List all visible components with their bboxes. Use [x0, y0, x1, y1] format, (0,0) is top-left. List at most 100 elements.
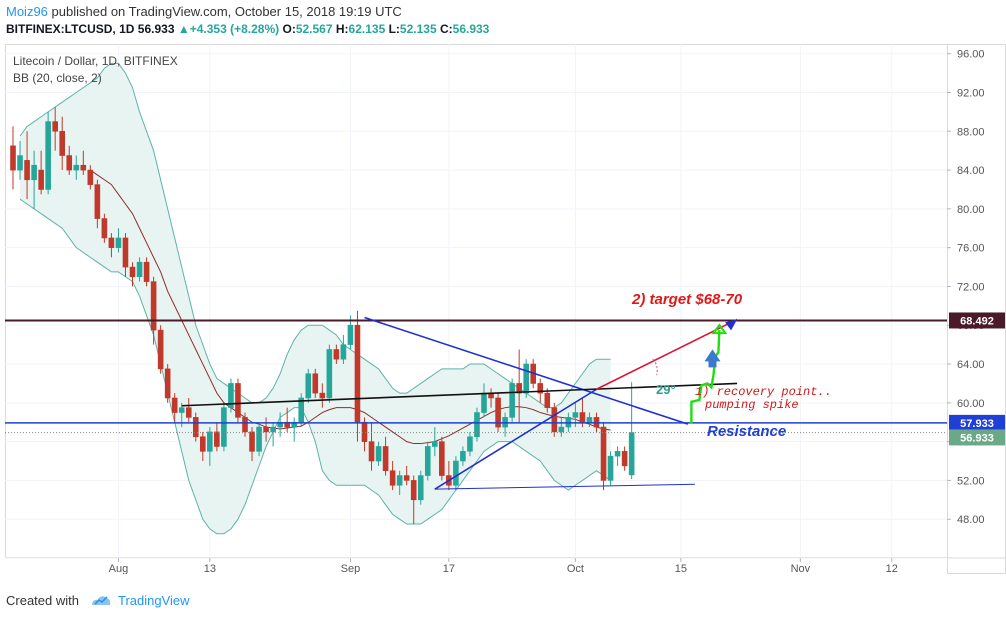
- candle-body[interactable]: [256, 426, 262, 452]
- candle-body[interactable]: [305, 373, 312, 399]
- triangle-bottom-trendline[interactable]: [434, 483, 695, 490]
- candle-body[interactable]: [417, 475, 424, 501]
- candle-body[interactable]: [460, 451, 466, 462]
- candle-body[interactable]: [150, 281, 157, 331]
- candle-body[interactable]: [221, 407, 227, 447]
- drawings[interactable]: [5, 316, 947, 490]
- candle-body[interactable]: [192, 417, 199, 438]
- candle-body[interactable]: [319, 392, 326, 399]
- candle-body[interactable]: [59, 130, 66, 156]
- candle-body[interactable]: [389, 470, 396, 486]
- candle-body[interactable]: [200, 436, 206, 452]
- candle-body[interactable]: [516, 383, 522, 394]
- candle-body[interactable]: [368, 441, 375, 462]
- black-trendline[interactable]: [181, 382, 738, 407]
- candle-body[interactable]: [157, 329, 164, 370]
- low-value: 52.135: [399, 22, 437, 36]
- candle-body[interactable]: [164, 368, 171, 399]
- candle-body[interactable]: [523, 363, 529, 394]
- price-axis[interactable]: 48.0052.0056.0060.0064.0068.0072.0076.00…: [947, 49, 985, 527]
- recovery-path-line[interactable]: [690, 330, 721, 424]
- candle-body[interactable]: [108, 237, 115, 248]
- candle-body[interactable]: [249, 431, 255, 452]
- candle-body[interactable]: [439, 441, 445, 476]
- candle-body[interactable]: [474, 412, 480, 438]
- candle-body[interactable]: [270, 426, 276, 433]
- candle-body[interactable]: [94, 184, 101, 219]
- chart-area[interactable]: 48.0052.0056.0060.0064.0068.0072.0076.00…: [5, 44, 1006, 574]
- candle-body[interactable]: [375, 446, 382, 462]
- candle-body[interactable]: [614, 451, 621, 457]
- candle-body[interactable]: [129, 266, 136, 278]
- candle-body[interactable]: [431, 441, 438, 447]
- candle-body[interactable]: [45, 121, 51, 190]
- candle-body[interactable]: [396, 475, 403, 486]
- candle-body[interactable]: [347, 324, 354, 345]
- candle-body[interactable]: [171, 397, 178, 413]
- candle-body[interactable]: [24, 160, 30, 181]
- candle-body[interactable]: [551, 407, 558, 433]
- candle-body[interactable]: [31, 164, 37, 181]
- price-tick-label: 80.00: [957, 204, 985, 216]
- candle-body[interactable]: [621, 451, 628, 467]
- candle-body[interactable]: [403, 475, 410, 481]
- candle-body[interactable]: [586, 417, 593, 423]
- target-price-tag: 68.492: [960, 315, 994, 327]
- candle-body[interactable]: [495, 397, 501, 428]
- candle-body[interactable]: [38, 169, 44, 190]
- candle-body[interactable]: [354, 324, 361, 423]
- candle-body[interactable]: [178, 407, 185, 413]
- candle-body[interactable]: [312, 373, 319, 394]
- candle-body[interactable]: [509, 383, 515, 418]
- high-label: H:: [335, 22, 349, 36]
- candle-body[interactable]: [242, 417, 248, 433]
- candle-body[interactable]: [628, 432, 635, 476]
- time-tick-label: Sep: [341, 563, 361, 574]
- candle-body[interactable]: [143, 261, 150, 282]
- candle-body[interactable]: [382, 446, 389, 472]
- candle-body[interactable]: [185, 407, 192, 418]
- candle-body[interactable]: [263, 426, 269, 433]
- candle-body[interactable]: [228, 383, 234, 408]
- candle-body[interactable]: [80, 164, 87, 171]
- candle-body[interactable]: [467, 436, 473, 452]
- time-axis[interactable]: Aug 13 Sep 17 Oct 15 Nov 12: [109, 558, 898, 574]
- author-name[interactable]: Moiz96: [6, 4, 48, 19]
- candle-body[interactable]: [87, 169, 94, 185]
- candle-body[interactable]: [326, 349, 333, 399]
- candle-body[interactable]: [481, 392, 487, 413]
- candles[interactable]: [10, 107, 635, 525]
- candle-body[interactable]: [101, 218, 108, 239]
- candle-body[interactable]: [600, 426, 607, 481]
- candle-body[interactable]: [424, 446, 431, 476]
- candle-body[interactable]: [333, 349, 340, 360]
- candlestick-chart[interactable]: 48.0052.0056.0060.0064.0068.0072.0076.00…: [5, 44, 1006, 574]
- candle-body[interactable]: [453, 460, 459, 486]
- candle-body[interactable]: [52, 121, 58, 132]
- triangle-upper-trendline[interactable]: [364, 316, 689, 425]
- candle-body[interactable]: [122, 237, 129, 268]
- candle-body[interactable]: [607, 455, 614, 481]
- candle-body[interactable]: [214, 431, 220, 447]
- candle-body[interactable]: [579, 412, 586, 423]
- candle-body[interactable]: [66, 155, 73, 171]
- candle-body[interactable]: [136, 261, 143, 278]
- candle-body[interactable]: [572, 412, 579, 418]
- candle-body[interactable]: [207, 431, 213, 452]
- candle-body[interactable]: [340, 344, 347, 360]
- last-price-tag: 56.933: [960, 432, 994, 444]
- candle-body[interactable]: [558, 426, 565, 433]
- candle-body[interactable]: [544, 392, 551, 408]
- candle-body[interactable]: [361, 421, 368, 442]
- close-label: C:: [439, 22, 453, 36]
- candle-body[interactable]: [235, 383, 241, 418]
- candle-body[interactable]: [10, 145, 16, 171]
- candle-body[interactable]: [537, 383, 544, 394]
- triangle-rising-trendline[interactable]: [434, 388, 597, 490]
- candle-body[interactable]: [17, 155, 23, 171]
- candle-body[interactable]: [115, 237, 122, 248]
- tradingview-link[interactable]: TradingView: [90, 591, 190, 608]
- candle-body[interactable]: [73, 164, 80, 171]
- target-arrow-line[interactable]: [596, 318, 738, 390]
- candle-body[interactable]: [410, 480, 417, 501]
